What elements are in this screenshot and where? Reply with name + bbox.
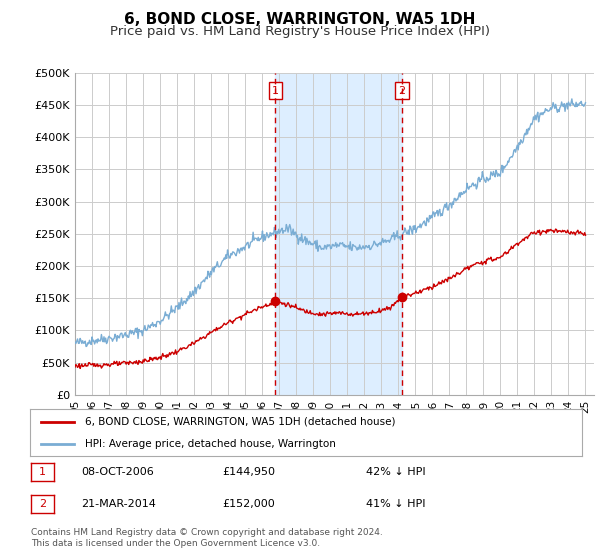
Text: 42% ↓ HPI: 42% ↓ HPI — [366, 467, 425, 477]
Text: 41% ↓ HPI: 41% ↓ HPI — [366, 499, 425, 509]
Text: £152,000: £152,000 — [222, 499, 275, 509]
Text: 2: 2 — [39, 499, 46, 509]
Text: 2: 2 — [398, 86, 406, 96]
Text: 21-MAR-2014: 21-MAR-2014 — [81, 499, 156, 509]
Text: 1: 1 — [272, 86, 279, 96]
Text: HPI: Average price, detached house, Warrington: HPI: Average price, detached house, Warr… — [85, 438, 336, 449]
Text: £144,950: £144,950 — [222, 467, 275, 477]
Text: 08-OCT-2006: 08-OCT-2006 — [81, 467, 154, 477]
Text: 1: 1 — [39, 467, 46, 477]
Text: 6, BOND CLOSE, WARRINGTON, WA5 1DH (detached house): 6, BOND CLOSE, WARRINGTON, WA5 1DH (deta… — [85, 417, 396, 427]
Bar — [275, 73, 402, 395]
Text: 6, BOND CLOSE, WARRINGTON, WA5 1DH: 6, BOND CLOSE, WARRINGTON, WA5 1DH — [124, 12, 476, 27]
Text: Price paid vs. HM Land Registry's House Price Index (HPI): Price paid vs. HM Land Registry's House … — [110, 25, 490, 38]
Text: Contains HM Land Registry data © Crown copyright and database right 2024.
This d: Contains HM Land Registry data © Crown c… — [31, 528, 383, 548]
